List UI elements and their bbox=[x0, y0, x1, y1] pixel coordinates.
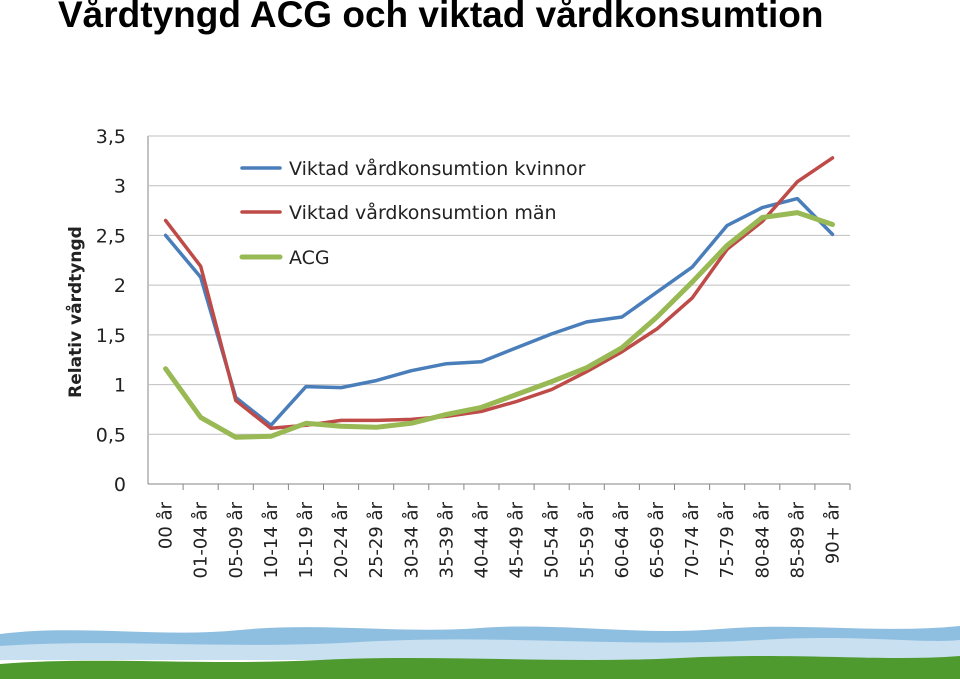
gridlines bbox=[147, 135, 850, 485]
x-tick-label: 90+ år bbox=[822, 501, 843, 564]
legend-label-man: Viktad vårdkonsumtion män bbox=[289, 201, 557, 224]
x-tick-label: 75-79 år bbox=[717, 501, 738, 578]
page-title: Vårdtyngd ACG och viktad vårdkonsumtion bbox=[58, 0, 824, 35]
x-tick-label: 05-09 år bbox=[226, 501, 247, 578]
x-tick-label: 00 år bbox=[156, 501, 177, 549]
x-tick-label: 65-69 år bbox=[647, 501, 668, 578]
series-line-kvinnor bbox=[163, 196, 835, 428]
y-tick-label: 1 bbox=[114, 375, 126, 397]
y-tick-label: 3,5 bbox=[96, 126, 126, 148]
y-tick-label: 0,5 bbox=[96, 424, 126, 446]
x-tick-label: 60-64 år bbox=[612, 501, 633, 578]
x-tick-label: 20-24 år bbox=[331, 501, 352, 578]
line-chart: 0 0,5 1 1,5 2 2,5 3 3,5 00 år 01-04 år 05-09 år 10… bbox=[64, 126, 851, 578]
x-tick-label: 40-44 år bbox=[471, 501, 492, 578]
series-line-man bbox=[163, 156, 835, 431]
legend-label-kvinnor: Viktad vårdkonsumtion kvinnor bbox=[289, 157, 586, 180]
y-tick-label: 0 bbox=[114, 474, 126, 496]
series-line-acg bbox=[163, 210, 835, 440]
y-tick-label: 1,5 bbox=[96, 325, 126, 347]
x-tick-label: 15-19 år bbox=[296, 501, 317, 578]
footer-landscape-decoration bbox=[0, 626, 960, 679]
footer-sky-band-light bbox=[0, 638, 960, 660]
x-tick-label: 45-49 år bbox=[507, 501, 528, 578]
y-tick-label: 2,5 bbox=[96, 225, 126, 247]
y-axis-ticks: 0 0,5 1 1,5 2 2,5 3 3,5 bbox=[96, 126, 126, 496]
x-tick-label: 55-59 år bbox=[577, 501, 598, 578]
y-tick-label: 3 bbox=[114, 176, 126, 198]
x-tick-label: 30-34 år bbox=[401, 501, 422, 578]
x-tick-label: 80-84 år bbox=[752, 501, 773, 578]
x-axis-ticks: 00 år 01-04 år 05-09 år 10-14 år 15-19 år 20-… bbox=[156, 484, 851, 578]
x-tick-label: 35-39 år bbox=[436, 501, 457, 578]
x-tick-label: 70-74 år bbox=[682, 501, 703, 578]
legend-label-acg: ACG bbox=[289, 247, 330, 269]
x-tick-label: 01-04 år bbox=[191, 501, 212, 578]
y-axis-label: Relativ vårdtyngd bbox=[64, 226, 86, 398]
x-tick-label: 10-14 år bbox=[261, 501, 282, 578]
y-tick-label: 2 bbox=[114, 275, 126, 297]
footer-grass-band bbox=[0, 656, 960, 679]
x-tick-label: 85-89 år bbox=[787, 501, 808, 578]
legend: Viktad vårdkonsumtion kvinnor Viktad vård… bbox=[239, 157, 586, 269]
series-lines bbox=[163, 156, 835, 440]
x-tick-label: 25-29 år bbox=[366, 501, 387, 578]
x-tick-label: 50-54 år bbox=[542, 501, 563, 578]
